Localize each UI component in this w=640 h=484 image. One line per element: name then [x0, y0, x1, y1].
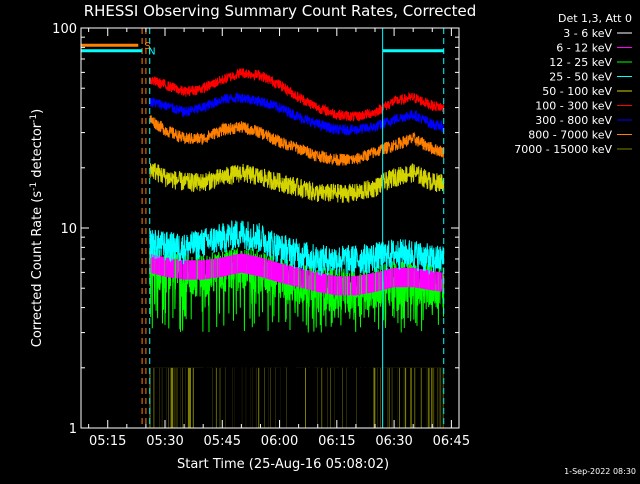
series-300-800kev-line	[149, 92, 445, 136]
series-50-100kev-line	[149, 163, 445, 203]
y-axis-label-end: )	[30, 109, 45, 114]
x-tick-label: 06:15	[318, 434, 355, 449]
x-tick-label: 06:00	[261, 434, 298, 449]
flag-label: N	[148, 47, 155, 58]
chart-title: RHESSI Observing Summary Count Rates, Co…	[84, 2, 477, 20]
x-tick-label: 06:30	[375, 434, 412, 449]
y-axis-label-mid: detector	[30, 122, 45, 182]
axes: 1 10 100 05:15 05:30 05:45 06:00 06:15 06:30 06:4…	[52, 22, 470, 449]
y-tick-label: 100	[52, 22, 77, 37]
series-25-50kev-line	[149, 220, 445, 277]
y-axis-label: Corrected Count Rate (s-1 detector-1)	[29, 109, 45, 347]
legend-entry-label: 3 - 6 keV	[563, 27, 612, 40]
legend-entry-label: 6 - 12 keV	[556, 42, 612, 55]
x-tick-label: 05:30	[146, 434, 183, 449]
y-axis-label-main: Corrected Count Rate (s	[30, 191, 45, 348]
legend-entry-label: 12 - 25 keV	[549, 56, 612, 69]
legend-title: Det 1,3, Att 0	[558, 12, 632, 25]
generated-timestamp: 1-Sep-2022 08:30	[564, 467, 636, 476]
y-axis-label-sup1: -1	[29, 182, 39, 191]
legend-entry-label: 300 - 800 keV	[535, 114, 612, 127]
legend-entry-label: 7000 - 15000 keV	[514, 143, 612, 156]
x-axis-label: Start Time (25-Aug-16 05:08:02)	[177, 457, 389, 472]
y-tick-label: 10	[60, 222, 77, 237]
y-axis-label-sup2: -1	[29, 114, 39, 123]
x-tick-label: 06:45	[433, 434, 470, 449]
y-tick-label: 1	[69, 422, 77, 437]
x-tick-label: 05:15	[89, 434, 126, 449]
series-3-6kev-line	[150, 317, 444, 428]
flag-label: S	[144, 41, 150, 52]
legend-entry-label: 100 - 300 keV	[535, 100, 612, 113]
x-tick-label: 05:45	[204, 434, 241, 449]
legend-entry-label: 800 - 7000 keV	[528, 129, 612, 142]
series-100-300kev-line	[149, 68, 445, 122]
series-800-7000kev-line	[149, 115, 445, 166]
legend-entry-label: 25 - 50 keV	[549, 71, 612, 84]
legend-entry-label: 50 - 100 keV	[542, 85, 612, 98]
